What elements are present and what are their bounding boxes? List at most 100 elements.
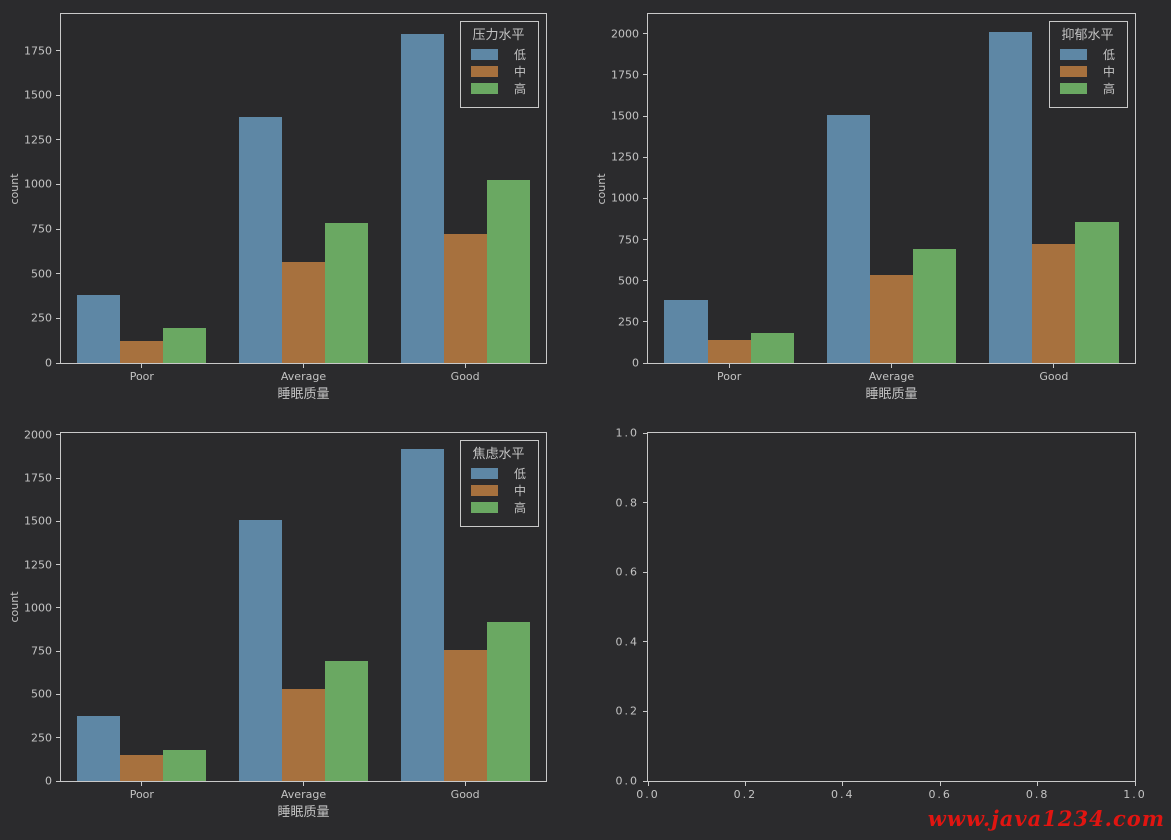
x-tick-label: 0.8: [1025, 788, 1050, 801]
y-tick-mark: [56, 564, 61, 566]
x-tick-mark: [647, 781, 649, 786]
legend-entry: 低: [1059, 47, 1115, 62]
legend-entry: 低: [470, 466, 526, 481]
y-tick-mark: [56, 477, 61, 479]
x-tick-mark: [303, 363, 304, 368]
y-tick-mark: [643, 502, 648, 504]
y-tick-mark: [643, 780, 648, 782]
x-tick-label: Good: [450, 370, 480, 383]
legend-entry: 中: [470, 485, 526, 497]
bar-poor-低: [77, 716, 121, 781]
chart-depression-by-sleep-quality: 0 250 500 750 1000 1250 1500 1750 2000 Poor Averag…: [595, 13, 1136, 401]
bar-poor-低: [664, 299, 708, 363]
bar-good-中: [443, 234, 487, 363]
legend-entry-label: 中: [513, 64, 526, 79]
x-tick-label: Poor: [129, 788, 154, 801]
x-tick-label: 0.2: [733, 788, 758, 801]
y-tick-label: 0: [45, 774, 52, 788]
y-tick-label: 500: [618, 274, 639, 288]
legend-swatch-icon: [1059, 49, 1087, 61]
watermark-text: www.java1234.com: [927, 806, 1165, 831]
x-tick-label: Poor: [129, 370, 154, 383]
y-tick-mark: [56, 780, 61, 782]
x-tick-mark: [464, 781, 466, 786]
legend-title: 压力水平: [472, 28, 525, 43]
x-tick-label: Good: [1039, 370, 1069, 383]
bar-good-中: [1032, 243, 1076, 363]
legend-box: 压力水平低中高: [459, 21, 539, 108]
x-tick-mark: [891, 363, 892, 368]
x-tick-mark: [1037, 781, 1039, 786]
bar-average-高: [913, 249, 957, 363]
y-tick-mark: [56, 317, 61, 319]
y-tick-label: 1250: [24, 558, 52, 572]
x-tick-mark: [1134, 781, 1136, 786]
y-tick-label: 0.8: [615, 496, 639, 510]
y-tick-label: 2000: [611, 27, 639, 41]
y-tick-label: 500: [31, 687, 52, 701]
y-tick-mark: [56, 362, 61, 364]
x-tick-mark: [141, 781, 143, 786]
y-tick-mark: [643, 115, 648, 117]
legend-entry-label: 低: [1102, 47, 1115, 62]
y-tick-mark: [56, 50, 61, 52]
y-tick-mark: [643, 74, 648, 76]
y-tick-mark: [56, 139, 61, 141]
legend-entry-label: 低: [513, 466, 526, 481]
bar-average-中: [281, 262, 326, 363]
bar-average-高: [325, 222, 369, 363]
bar-poor-低: [77, 295, 121, 363]
y-tick-label: 1000: [24, 601, 52, 615]
y-tick-label: 0.4: [615, 635, 639, 649]
y-tick-label: 1.0: [615, 426, 639, 440]
bar-poor-中: [120, 755, 164, 781]
y-tick-label: 0.6: [615, 565, 639, 579]
legend-swatch-icon: [1059, 66, 1087, 78]
y-tick-mark: [56, 434, 61, 436]
y-tick-mark: [643, 571, 648, 573]
y-tick-label: 250: [618, 315, 639, 329]
y-tick-mark: [56, 228, 61, 230]
legend-entry-label: 中: [1102, 64, 1115, 79]
y-tick-label: 1750: [611, 68, 639, 82]
x-tick-mark: [842, 781, 844, 786]
y-tick-label: 0: [632, 356, 639, 370]
x-tick-mark: [728, 363, 730, 368]
y-axis-label: count: [8, 172, 21, 205]
legend-title: 抑郁水平: [1061, 28, 1114, 43]
y-tick-mark: [643, 33, 648, 35]
x-tick-label: Average: [280, 788, 327, 801]
bar-good-低: [988, 32, 1033, 363]
y-tick-label: 0: [45, 356, 52, 370]
chart-stress-by-sleep-quality: 0 250 500 750 1000 1250 1500 1750 Poor Average Goo…: [8, 13, 547, 401]
legend-entry-label: 高: [1102, 81, 1115, 96]
y-tick-label: 250: [31, 731, 52, 745]
legend-entry-label: 高: [513, 81, 526, 96]
legend-entry: 中: [470, 64, 526, 79]
y-tick-mark: [56, 650, 61, 652]
legend-entry: 中: [1059, 64, 1115, 79]
legend-box: 焦虑水平低中高: [459, 440, 539, 527]
y-tick-label: 1000: [611, 191, 639, 205]
bars-layer: [648, 14, 1135, 363]
x-tick-mark: [464, 363, 466, 368]
x-tick-label: Average: [280, 370, 327, 383]
legend-swatch-icon: [470, 83, 498, 95]
y-tick-label: 1500: [24, 88, 52, 102]
legend-swatch-icon: [470, 66, 498, 78]
x-tick-mark: [939, 781, 941, 786]
legend-swatch-icon: [470, 49, 498, 61]
y-tick-mark: [56, 183, 61, 185]
y-axis-label: count: [8, 591, 21, 623]
chart-empty-axes: 0.0 0.2 0.4 0.6 0.8 1.0 0.0 0.2 0.4 0.6 0.8 1.0: [616, 428, 1145, 801]
bar-poor-高: [163, 749, 207, 781]
legend-entry: 高: [470, 502, 526, 514]
y-tick-mark: [56, 737, 61, 739]
legend-swatch-icon: [470, 502, 498, 514]
y-tick-mark: [643, 239, 648, 241]
bar-good-高: [486, 180, 530, 363]
legend-entry: 低: [470, 49, 526, 61]
y-tick-mark: [643, 280, 648, 282]
y-tick-label: 1750: [24, 471, 52, 485]
y-tick-label: 750: [31, 644, 52, 658]
